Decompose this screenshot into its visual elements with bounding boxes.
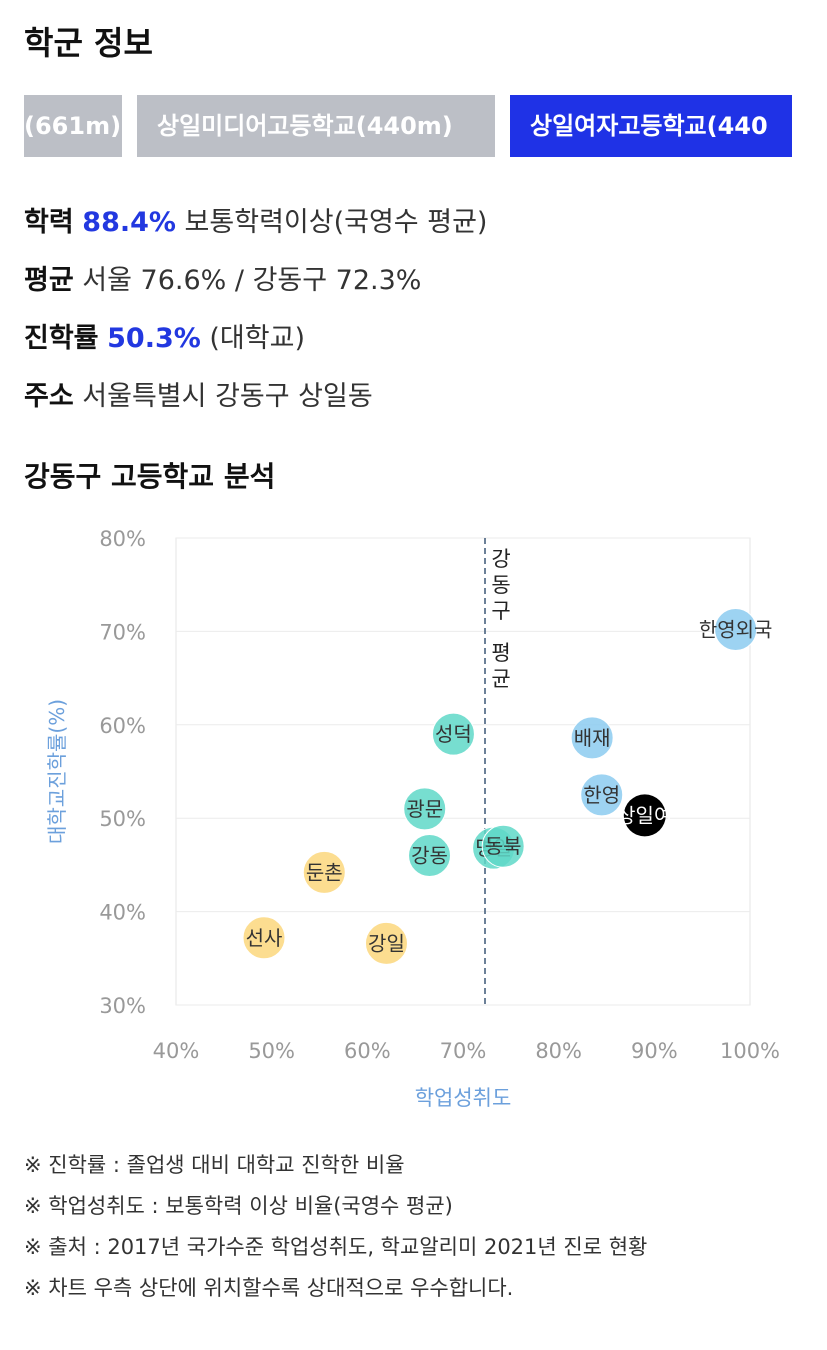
x-tick-label: 100% <box>720 1039 780 1063</box>
tab-sangil-media-high[interactable]: 상일미디어고등학교(440m) <box>137 95 495 157</box>
reference-line-label-char: 동 <box>491 573 510 597</box>
data-point <box>408 834 452 878</box>
advancement-label: 진학률 <box>24 323 99 354</box>
advancement-row: 진학률 50.3% (대학교) <box>24 316 305 355</box>
x-tick-label: 70% <box>440 1039 487 1063</box>
achievement-row: 학력 88.4% 보통학력이상(국영수 평균) <box>24 200 487 239</box>
x-tick-label: 60% <box>344 1039 391 1063</box>
reference-line-label-char: 구 <box>491 599 510 623</box>
average-value: 서울 76.6% / 강동구 72.3% <box>82 265 422 296</box>
page-title: 학군 정보 <box>24 24 153 62</box>
point-label: 상일여 <box>617 803 672 827</box>
note-achievement: ※ 학업성취도 : 보통학력 이상 비율(국영수 평균) <box>24 1194 453 1218</box>
y-tick-label: 80% <box>99 527 146 551</box>
reference-line-label-char: 균 <box>491 667 510 691</box>
data-point <box>623 794 666 837</box>
point-label: 배재 <box>574 726 611 750</box>
tab-sangil-girls-high[interactable]: 상일여자고등학교(440 <box>510 95 792 157</box>
achievement-desc: 보통학력이상(국영수 평균) <box>184 207 488 238</box>
x-tick-label: 80% <box>535 1039 582 1063</box>
reference-line-label-char: 강 <box>491 547 510 571</box>
tab-school-prev[interactable]: (661m) <box>24 95 122 157</box>
note-source: ※ 출처 : 2017년 국가수준 학업성취도, 학교알리미 2021년 진로 … <box>24 1235 648 1259</box>
data-point <box>714 608 758 652</box>
address-row: 주소 서울특별시 강동구 상일동 <box>24 374 373 413</box>
point-label: 동북 <box>485 834 522 858</box>
y-tick-label: 50% <box>99 807 146 831</box>
point-label: 선사 <box>246 926 283 950</box>
x-axis-title: 학업성취도 <box>415 1086 512 1110</box>
address-value: 서울특별시 강동구 상일동 <box>82 381 373 412</box>
point-label: 광문 <box>406 797 443 821</box>
achievement-value: 88.4% <box>82 207 176 238</box>
school-tabs: (661m) 상일미디어고등학교(440m) 상일여자고등학교(440 <box>24 95 792 157</box>
scatter-chart: 30% 40% 50% 60% 70% 80% 40% 50% 60% 70% 80% 90% 100%… <box>45 527 780 1110</box>
data-point <box>403 787 447 831</box>
point-label: 한영 <box>583 783 620 807</box>
point-label: 강동 <box>411 844 448 868</box>
y-tick-label: 60% <box>99 714 146 738</box>
average-label: 평균 <box>24 265 74 296</box>
data-point <box>570 716 614 760</box>
section-title: 강동구 고등학교 분석 <box>24 460 276 493</box>
point-label: 둔촌 <box>306 860 343 884</box>
average-row: 평균 서울 76.6% / 강동구 72.3% <box>24 258 421 297</box>
data-point <box>302 850 346 894</box>
x-tick-label: 40% <box>153 1039 200 1063</box>
note-guide: ※ 차트 우측 상단에 위치할수록 상대적으로 우수합니다. <box>24 1276 514 1300</box>
data-point <box>431 712 475 756</box>
x-tick-label: 90% <box>631 1039 678 1063</box>
point-label: 강일 <box>368 931 405 955</box>
note-advancement: ※ 진학률 : 졸업생 대비 대학교 진학한 비율 <box>24 1153 405 1177</box>
reference-line-label-char: 평 <box>491 641 510 665</box>
y-axis-title: 대학교진학률(%) <box>45 699 69 844</box>
y-tick-label: 40% <box>99 901 146 925</box>
advancement-desc: (대학교) <box>209 323 305 354</box>
y-tick-label: 70% <box>99 620 146 644</box>
y-tick-label: 30% <box>99 994 146 1018</box>
data-point <box>580 773 624 817</box>
notes: ※ 진학률 : 졸업생 대비 대학교 진학한 비율 ※ 학업성취도 : 보통학력… <box>24 1145 647 1309</box>
advancement-value: 50.3% <box>107 323 201 354</box>
x-tick-label: 50% <box>248 1039 295 1063</box>
address-label: 주소 <box>24 381 74 412</box>
data-point <box>364 921 408 965</box>
point-label: 한영외국 <box>699 618 773 642</box>
achievement-label: 학력 <box>24 207 74 238</box>
point-label: 성덕 <box>435 722 472 746</box>
data-point <box>481 824 525 868</box>
data-point <box>242 916 286 960</box>
